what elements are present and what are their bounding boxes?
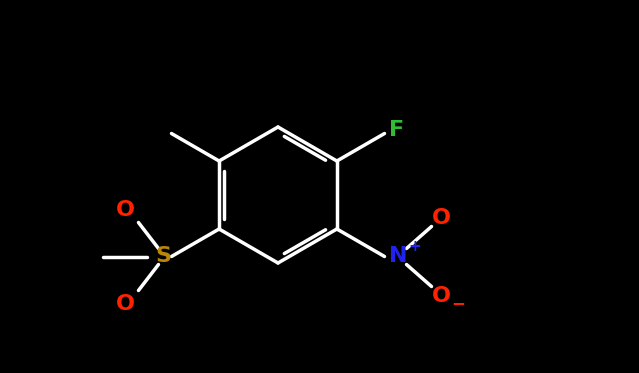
Text: O: O [432,207,451,228]
Text: O: O [432,285,451,305]
Text: O: O [116,294,135,313]
Text: N: N [389,247,408,266]
Text: O: O [116,200,135,219]
Text: S: S [155,247,171,266]
Text: F: F [389,120,404,141]
Text: +: + [408,239,421,254]
Text: −: − [452,295,465,313]
